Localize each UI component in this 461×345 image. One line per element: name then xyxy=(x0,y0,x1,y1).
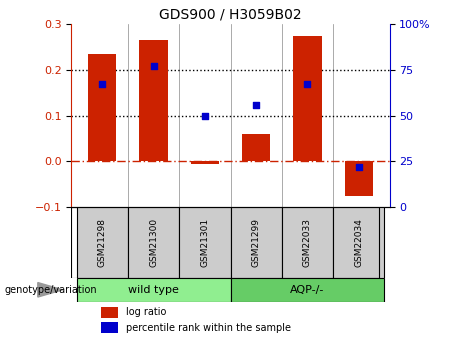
Point xyxy=(201,113,208,118)
Bar xyxy=(77,207,128,278)
Point xyxy=(253,102,260,107)
Bar xyxy=(139,40,168,161)
Text: GSM21299: GSM21299 xyxy=(252,218,260,267)
Point xyxy=(304,82,311,87)
Bar xyxy=(242,134,270,161)
Bar xyxy=(293,36,322,161)
Point xyxy=(355,164,362,169)
Point xyxy=(150,63,157,69)
Bar xyxy=(191,161,219,164)
Bar xyxy=(282,207,333,278)
Text: GSM21298: GSM21298 xyxy=(98,218,107,267)
Text: GSM21300: GSM21300 xyxy=(149,218,158,267)
Point xyxy=(99,82,106,87)
Bar xyxy=(179,207,230,278)
Text: log ratio: log ratio xyxy=(126,307,167,317)
Bar xyxy=(333,207,384,278)
Text: AQP-/-: AQP-/- xyxy=(290,285,325,295)
Bar xyxy=(88,54,116,161)
Bar xyxy=(345,161,373,196)
Bar xyxy=(230,207,282,278)
Text: GSM22033: GSM22033 xyxy=(303,218,312,267)
Bar xyxy=(230,278,384,302)
Bar xyxy=(101,307,118,317)
Bar xyxy=(128,207,179,278)
Text: GSM22034: GSM22034 xyxy=(354,218,363,267)
Bar xyxy=(77,278,230,302)
Bar xyxy=(101,322,118,333)
Text: wild type: wild type xyxy=(128,285,179,295)
Polygon shape xyxy=(38,283,63,297)
Text: percentile rank within the sample: percentile rank within the sample xyxy=(126,323,291,333)
Text: GSM21301: GSM21301 xyxy=(201,218,209,267)
Title: GDS900 / H3059B02: GDS900 / H3059B02 xyxy=(159,8,302,22)
Text: genotype/variation: genotype/variation xyxy=(5,285,97,295)
